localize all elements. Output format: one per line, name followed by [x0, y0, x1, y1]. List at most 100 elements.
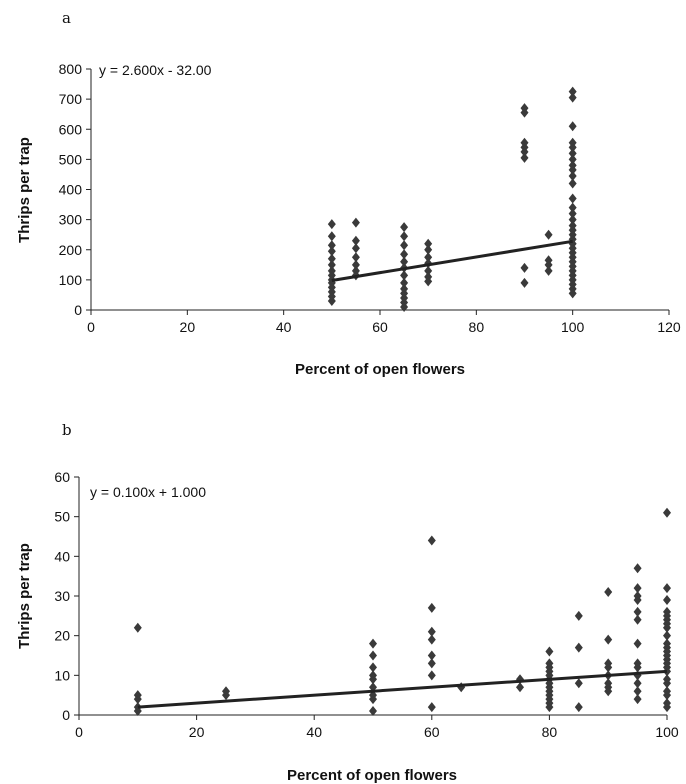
data-point — [604, 587, 613, 598]
panel-a-trendline-group — [331, 239, 573, 282]
y-tick-label: 0 — [74, 302, 82, 318]
data-point — [400, 270, 409, 281]
data-point — [604, 658, 613, 669]
data-point — [351, 235, 360, 246]
data-point — [568, 220, 577, 231]
x-tick-label: 80 — [542, 724, 558, 740]
data-point — [327, 231, 336, 242]
data-point — [568, 178, 577, 189]
trendline — [331, 239, 573, 282]
y-tick-label: 0 — [62, 707, 70, 723]
data-point — [568, 214, 577, 225]
data-point — [133, 690, 142, 701]
data-point — [369, 670, 377, 681]
y-tick-label: 800 — [59, 61, 83, 77]
data-point — [369, 638, 377, 649]
data-point — [574, 610, 583, 621]
data-point — [400, 240, 409, 251]
data-point — [424, 252, 433, 263]
panel-a-xlabel: Percent of open flowers — [295, 361, 465, 378]
data-point — [427, 626, 436, 637]
data-point — [369, 706, 377, 717]
data-point — [520, 103, 529, 114]
data-point — [400, 256, 409, 267]
panel-a-points — [327, 86, 577, 312]
y-tick-label: 300 — [59, 212, 83, 228]
data-point — [544, 229, 553, 240]
data-point — [369, 650, 377, 661]
panel-a-ylabel: Thrips per trap — [16, 137, 33, 243]
data-point — [568, 86, 577, 97]
data-point — [663, 507, 671, 518]
y-tick-label: 10 — [54, 667, 70, 683]
data-point — [633, 694, 642, 705]
y-tick-label: 20 — [54, 628, 70, 644]
panel-b-points — [133, 507, 671, 717]
x-tick-label: 80 — [469, 319, 485, 335]
data-point — [545, 658, 554, 669]
data-point — [351, 259, 360, 270]
data-point — [663, 686, 671, 697]
data-point — [663, 698, 671, 709]
data-point — [427, 602, 436, 613]
data-point — [574, 642, 583, 653]
y-tick-label: 40 — [54, 548, 70, 564]
data-point — [520, 137, 529, 148]
data-point — [520, 277, 529, 288]
data-point — [568, 202, 577, 213]
data-point — [544, 265, 553, 276]
data-point — [133, 622, 142, 633]
data-point — [400, 231, 409, 242]
data-point — [663, 583, 671, 594]
data-point — [427, 634, 436, 645]
y-tick-label: 700 — [59, 91, 83, 107]
data-point — [351, 243, 360, 254]
data-point — [520, 262, 529, 273]
x-tick-label: 20 — [189, 724, 205, 740]
data-point — [633, 606, 642, 617]
x-tick-label: 100 — [655, 724, 679, 740]
data-point — [400, 277, 409, 288]
chart-b: b y = 0.100x + 1.000 Thrips per trap Per… — [16, 421, 679, 784]
data-point — [568, 208, 577, 219]
data-point — [568, 92, 577, 103]
data-point — [327, 219, 336, 230]
panel-a-axes — [90, 69, 669, 311]
data-point — [351, 265, 360, 276]
y-tick-label: 200 — [59, 242, 83, 258]
data-point — [633, 591, 642, 601]
data-point — [568, 121, 577, 132]
y-tick-label: 600 — [59, 121, 83, 137]
data-point — [568, 137, 577, 148]
data-point — [568, 160, 577, 171]
y-tick-label: 50 — [54, 509, 70, 525]
data-point — [633, 563, 642, 574]
x-tick-label: 100 — [561, 319, 585, 335]
data-point — [604, 678, 613, 689]
data-point — [427, 702, 436, 713]
data-point — [327, 246, 336, 257]
panel-b-ylabel: Thrips per trap — [16, 543, 33, 649]
y-tick-label: 400 — [59, 182, 83, 198]
x-tick-label: 60 — [424, 724, 440, 740]
data-point — [633, 638, 642, 649]
panel-a-y-ticks: 0 100 200 300 400 500 600 700 800 — [59, 61, 91, 318]
data-point — [633, 614, 642, 625]
x-tick-label: 60 — [372, 319, 388, 335]
data-point — [663, 594, 671, 605]
data-point — [568, 148, 577, 159]
data-point — [400, 283, 409, 294]
data-point — [351, 217, 360, 228]
data-point — [663, 606, 671, 617]
data-point — [327, 259, 336, 270]
x-tick-label: 120 — [657, 319, 681, 335]
data-point — [516, 682, 524, 693]
data-point — [427, 670, 436, 681]
x-tick-label: 40 — [306, 724, 322, 740]
trendline — [137, 669, 668, 709]
data-point — [400, 222, 409, 233]
panel-b-x-ticks: 0 20 40 60 80 100 — [75, 715, 679, 740]
data-point — [424, 265, 433, 276]
data-point — [574, 702, 583, 713]
